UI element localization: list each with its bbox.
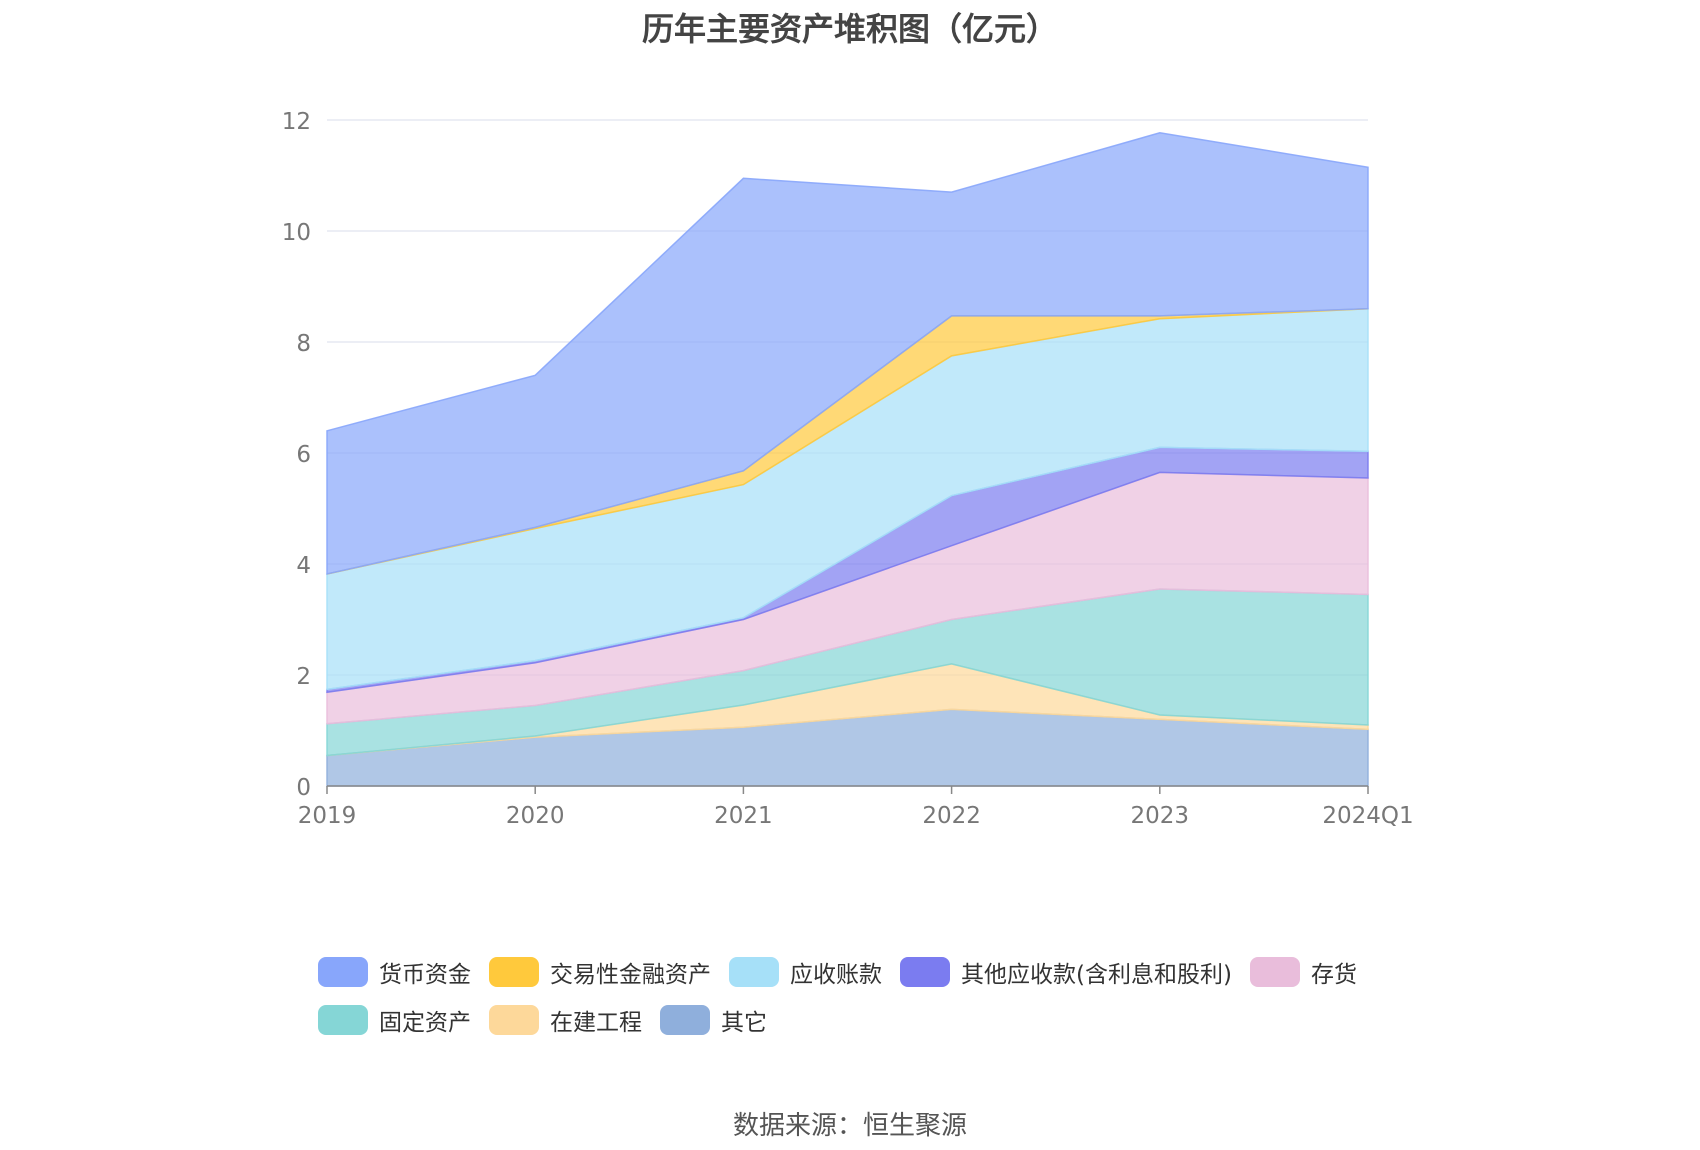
legend-item-1[interactable]: 交易性金融资产 [489, 955, 711, 989]
x-tick-label: 2019 [298, 803, 357, 829]
area-series-layer [326, 132, 1369, 787]
legend-swatch [318, 957, 368, 987]
legend-label: 其他应收款(含利息和股利) [961, 962, 1232, 988]
x-tick-label: 2020 [506, 803, 565, 829]
legend-swatch [318, 1005, 368, 1035]
legend-label: 应收账款 [790, 962, 882, 988]
legend-swatch [1249, 957, 1300, 987]
legend-item-3[interactable]: 其他应收款(含利息和股利) [900, 955, 1232, 989]
y-tick-label: 12 [282, 109, 311, 135]
x-tick-label: 2023 [1131, 803, 1190, 829]
x-tick-label: 2024Q1 [1322, 803, 1413, 829]
data-source-note: 数据来源：恒生聚源 [732, 1111, 967, 1141]
legend-item-7[interactable]: 其它 [660, 1003, 767, 1037]
x-tick-label: 2021 [714, 803, 773, 829]
legend-swatch [489, 957, 539, 987]
y-tick-label: 4 [296, 553, 311, 579]
y-tick-label: 0 [296, 775, 311, 801]
y-tick-label: 6 [296, 442, 311, 468]
y-tick-label: 10 [282, 220, 311, 246]
legend-item-0[interactable]: 货币资金 [318, 955, 471, 989]
legend-label: 货币资金 [379, 962, 471, 988]
legend-item-4[interactable]: 存货 [1249, 955, 1357, 989]
x-tick-label: 2022 [922, 803, 981, 829]
legend-swatch [729, 957, 779, 987]
legend-item-5[interactable]: 固定资产 [318, 1003, 471, 1037]
legend-label: 其它 [721, 1010, 767, 1036]
legend-label: 在建工程 [550, 1010, 642, 1036]
legend-label: 固定资产 [379, 1010, 471, 1036]
legend-item-6[interactable]: 在建工程 [489, 1003, 642, 1037]
y-tick-label: 2 [296, 664, 311, 690]
legend-swatch [660, 1005, 710, 1035]
legend-swatch [900, 957, 950, 987]
legend-label: 存货 [1310, 962, 1357, 988]
chart-title: 历年主要资产堆积图（亿元） [641, 10, 1058, 48]
legend: 货币资金 交易性金融资产 应收账款 其他应收款(含利息和股利) 存货固定资产 在建工程 其它 [318, 955, 1468, 1037]
axes: 0 2 4 6 8 10 12 2019 2020 2021 2022 2023 2024Q1 [282, 109, 1414, 829]
y-tick-label: 8 [296, 331, 311, 357]
legend-item-2[interactable]: 应收账款 [729, 955, 882, 989]
legend-label: 交易性金融资产 [550, 962, 711, 988]
area-series--[interactable] [326, 132, 1369, 575]
legend-swatch [489, 1005, 539, 1035]
